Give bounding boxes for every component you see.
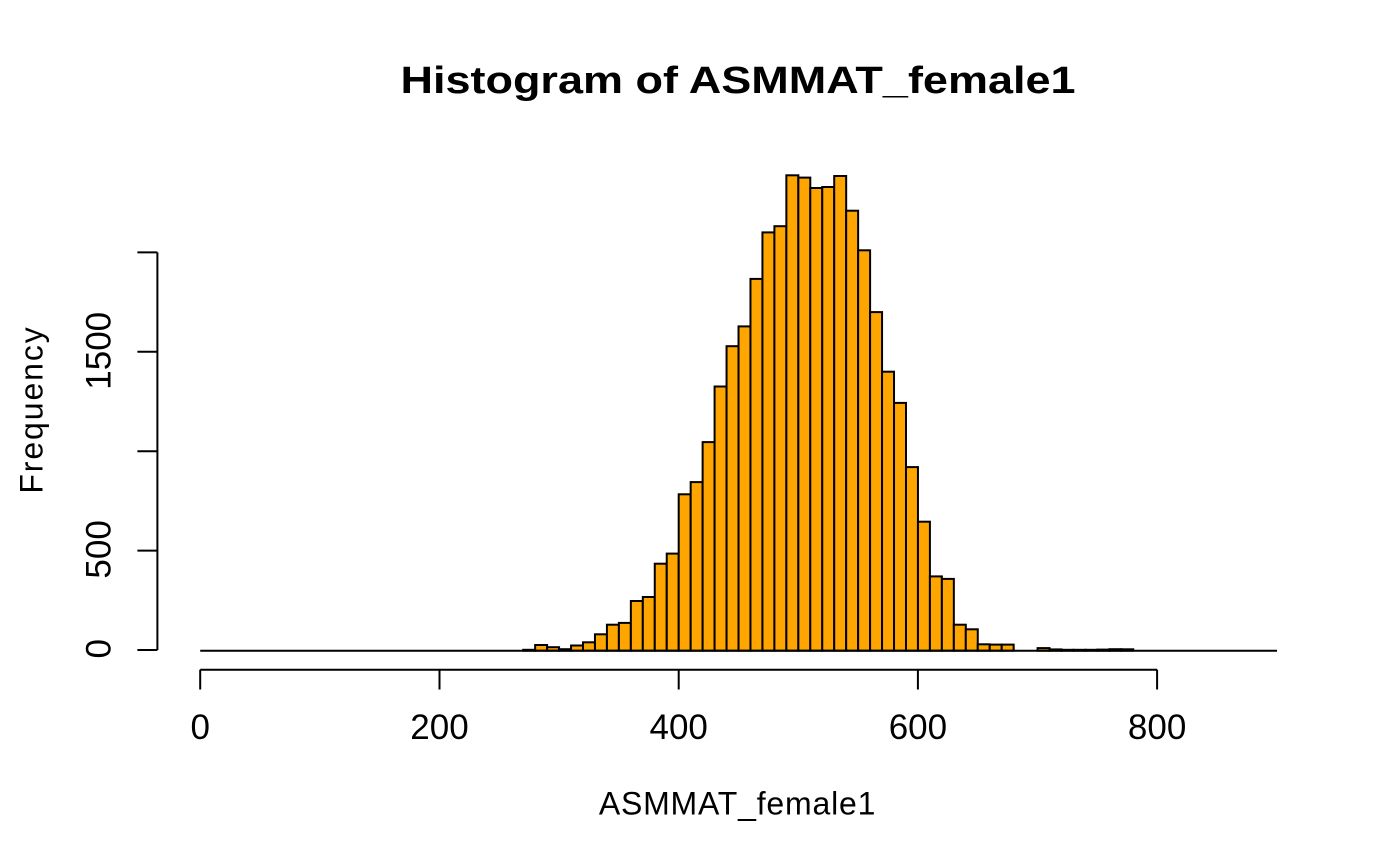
svg-text:Frequency: Frequency (14, 325, 50, 493)
svg-text:200: 200 (410, 708, 468, 747)
svg-text:800: 800 (1128, 708, 1186, 747)
svg-text:0: 0 (80, 639, 119, 658)
svg-text:400: 400 (649, 708, 707, 747)
svg-text:600: 600 (889, 708, 947, 747)
svg-text:Histogram of ASMMAT_female1: Histogram of ASMMAT_female1 (400, 58, 1075, 101)
svg-text:1500: 1500 (80, 312, 119, 390)
svg-text:500: 500 (80, 520, 119, 578)
svg-text:0: 0 (190, 708, 209, 747)
svg-text:ASMMAT_female1: ASMMAT_female1 (599, 786, 876, 822)
